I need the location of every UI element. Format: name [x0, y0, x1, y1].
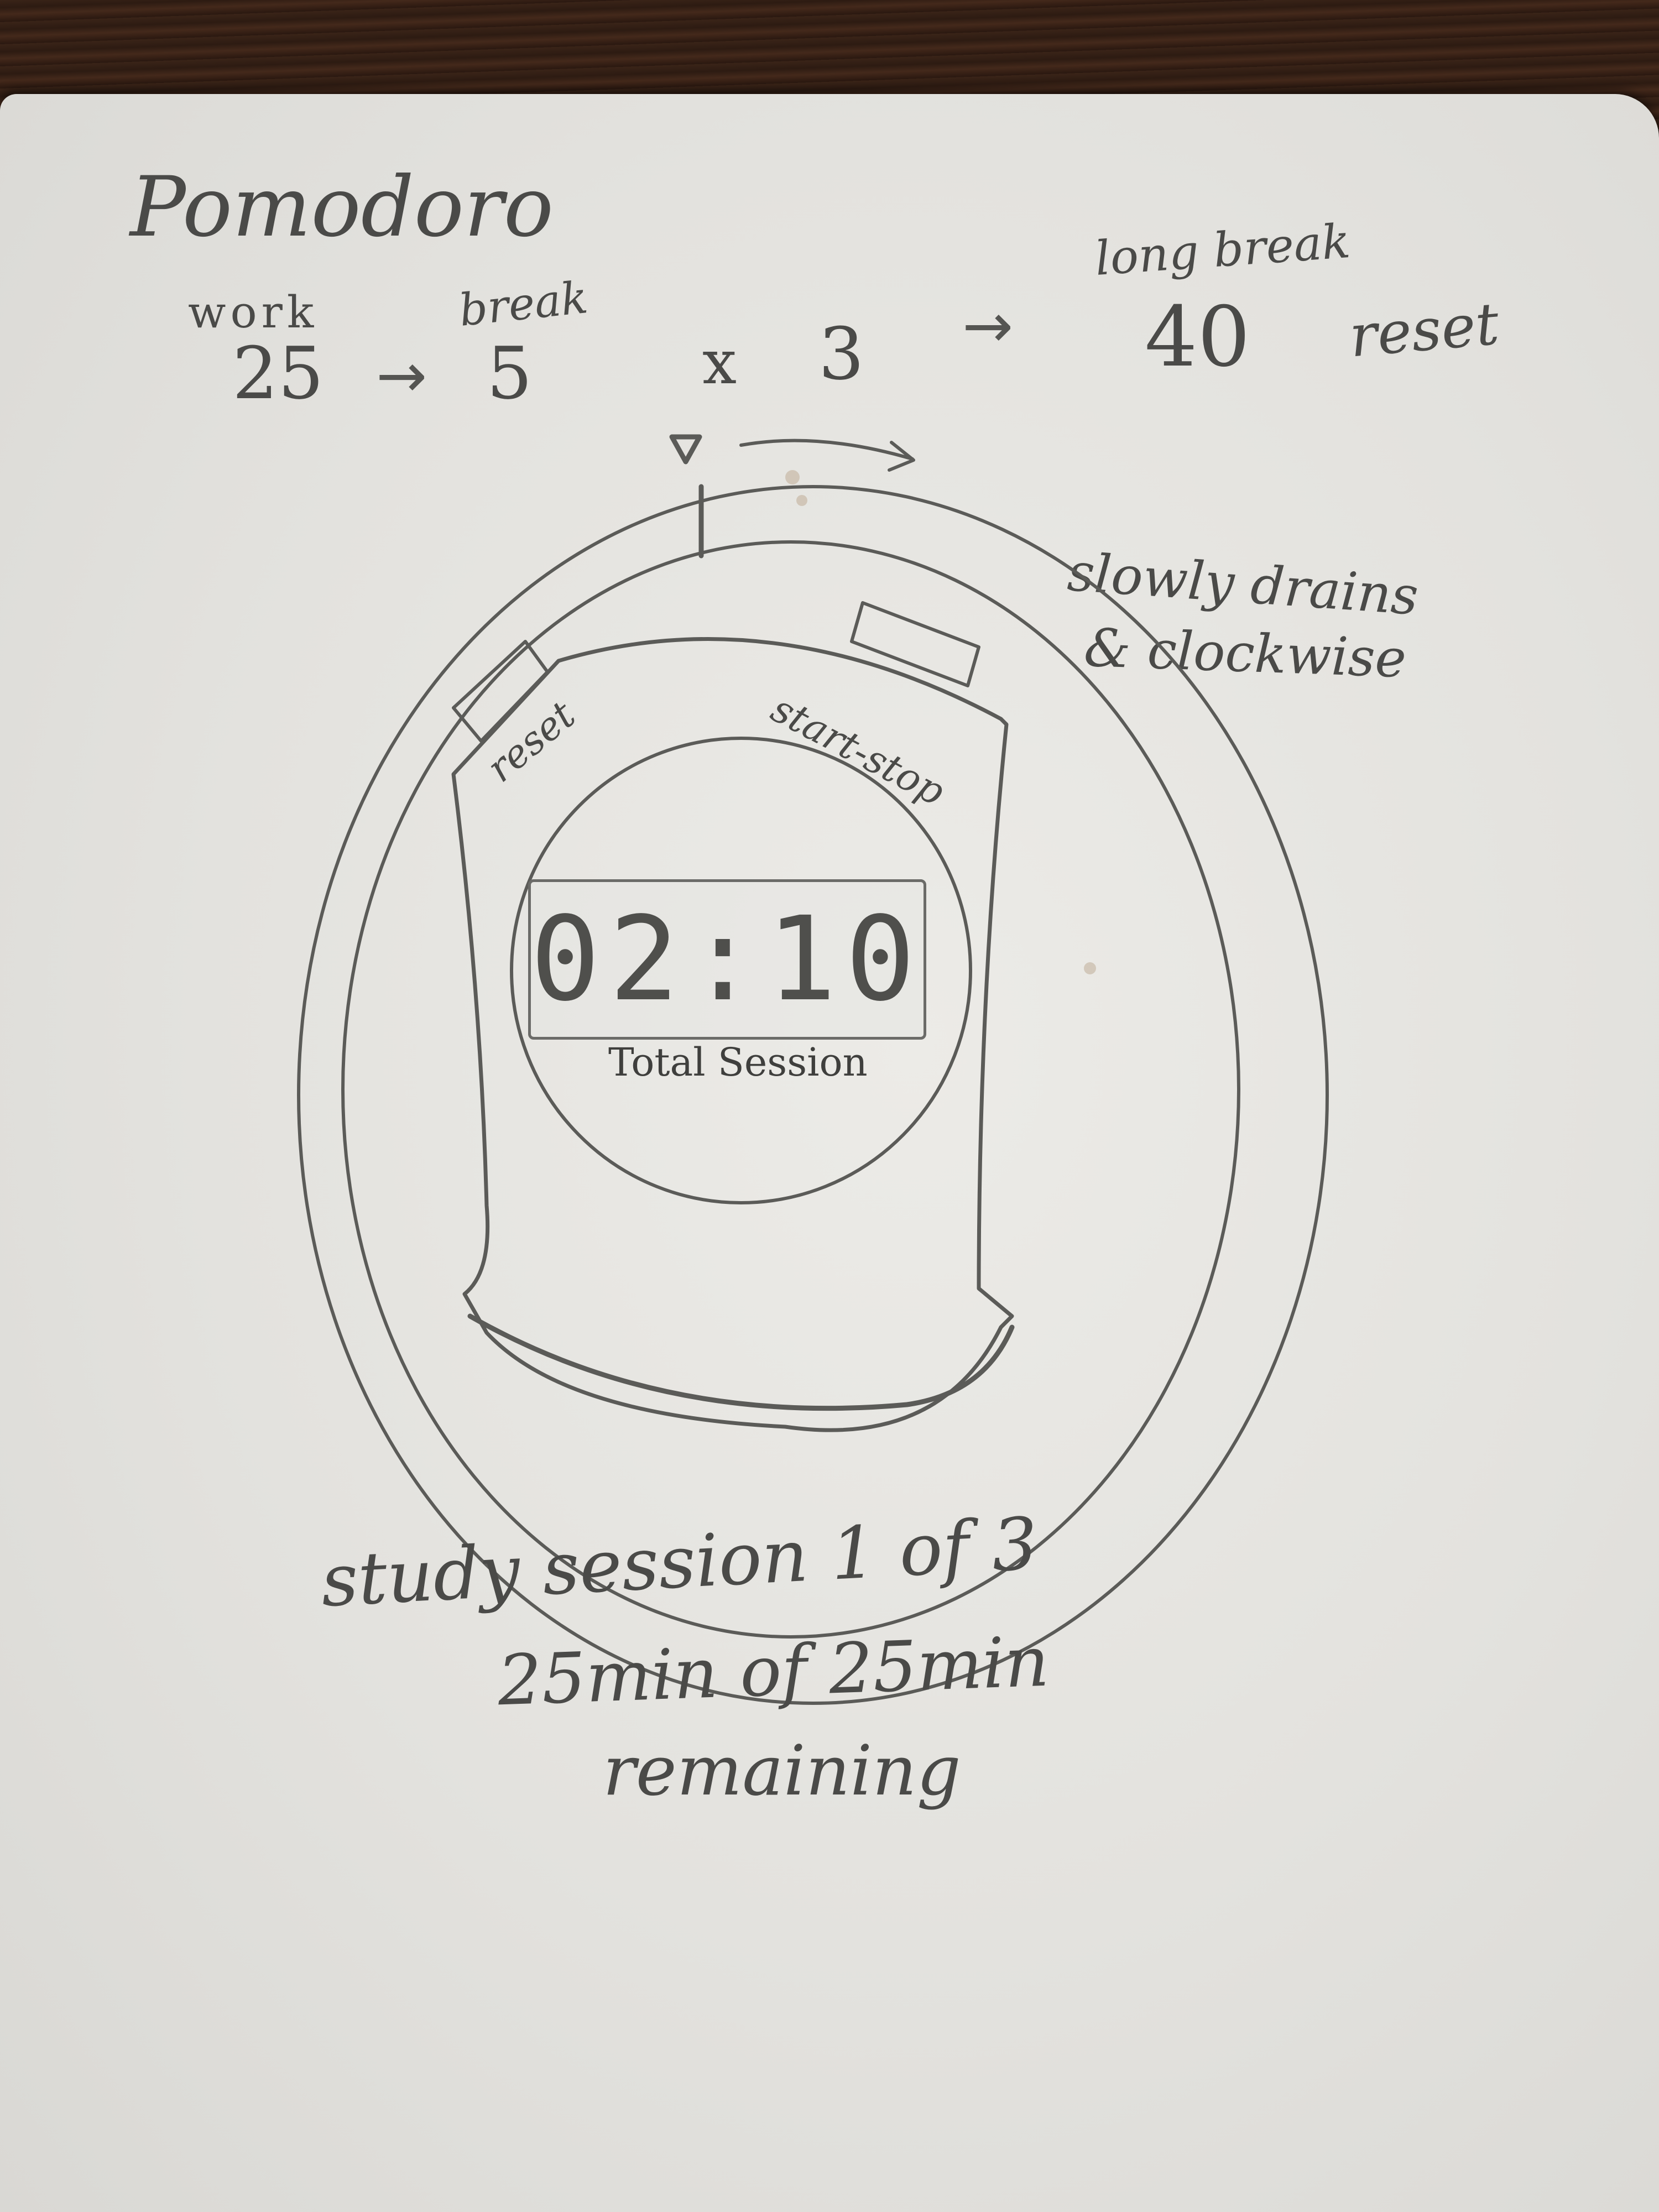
- display-caption: Total Session: [608, 1040, 868, 1085]
- timer-face: [510, 737, 972, 1204]
- stain-mark: [1084, 962, 1096, 974]
- work-label: work: [188, 286, 319, 338]
- remaining-label: remaining: [603, 1731, 961, 1811]
- time-remaining: 25min of 25min: [496, 1621, 1051, 1721]
- work-duration: 25: [232, 331, 324, 415]
- reset-button-shape: [452, 640, 549, 743]
- digital-display: 02:10: [528, 879, 926, 1040]
- clockwise-arrow-icon: [739, 439, 914, 461]
- repeat-symbol: x: [702, 327, 737, 398]
- timer-body-outline: [451, 637, 1014, 1432]
- app-title: Pomodoro: [130, 159, 554, 255]
- inner-progress-ring: [341, 540, 1240, 1639]
- right-arrow-icon: →: [376, 340, 427, 411]
- paper-sheet: [0, 94, 1659, 2212]
- break-duration: 5: [487, 331, 533, 415]
- display-time: 02:10: [530, 891, 925, 1027]
- long-break-duration: 40: [1145, 289, 1250, 385]
- stain-mark: [785, 470, 800, 484]
- start-stop-button-shape: [850, 601, 980, 687]
- outer-progress-ring: [297, 485, 1329, 1705]
- clockwise-arrow-head: [888, 441, 915, 472]
- repeat-count: 3: [818, 312, 864, 396]
- triangle-down-icon: [669, 434, 702, 465]
- timer-base: [467, 1313, 1015, 1411]
- right-arrow-icon: →: [962, 290, 1014, 361]
- stain-mark: [796, 495, 807, 506]
